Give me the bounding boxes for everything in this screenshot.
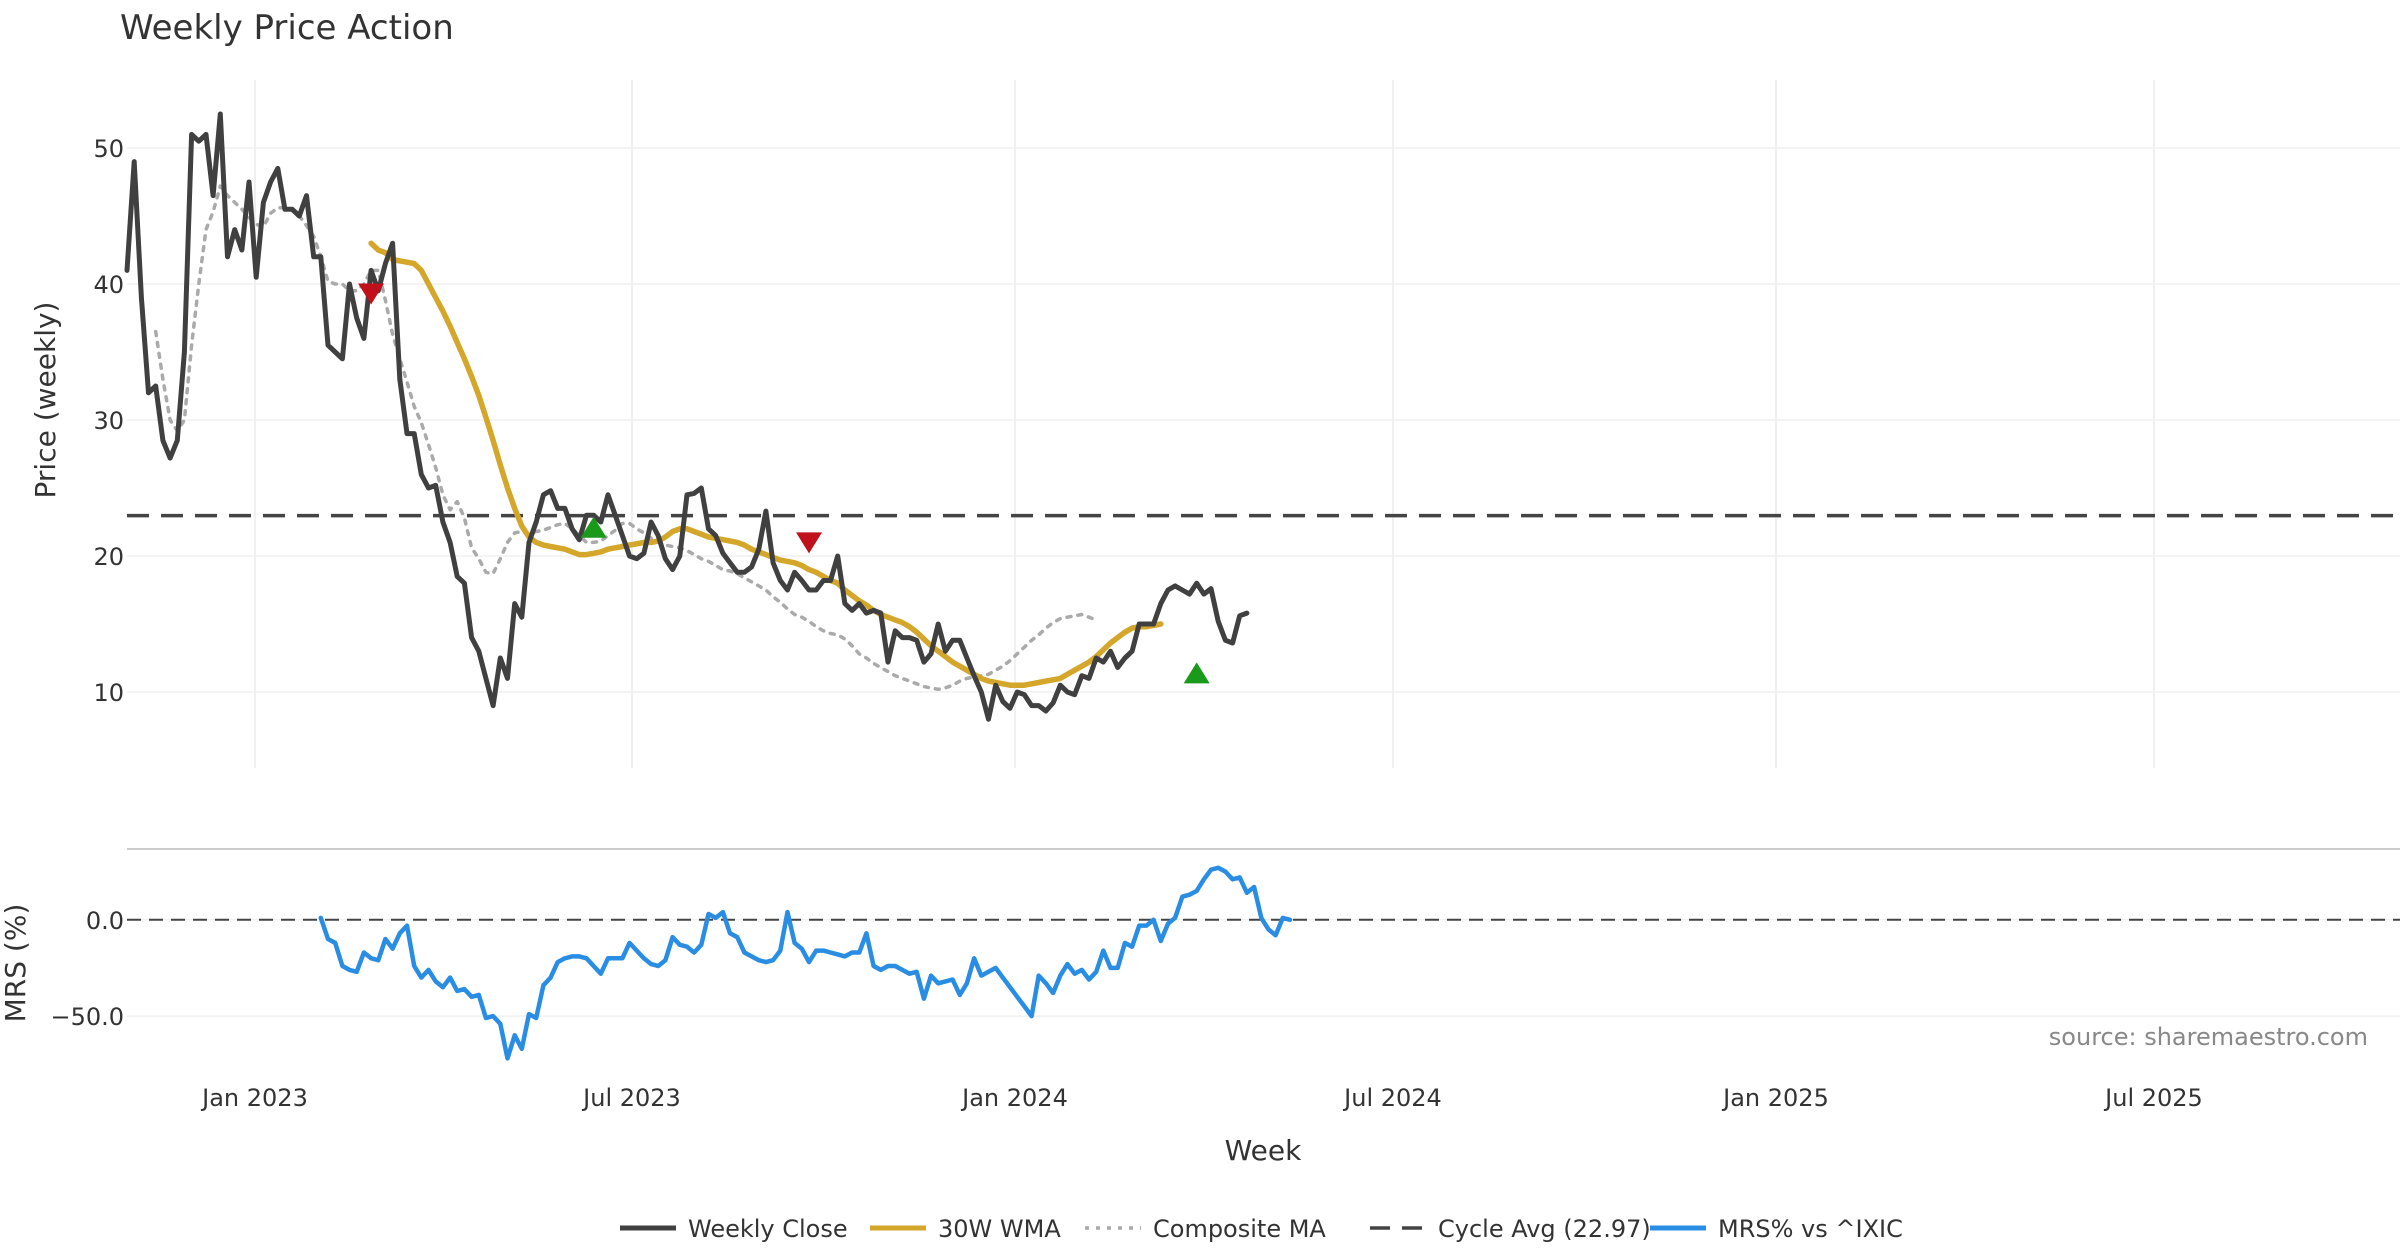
wma-30w-line (368, 240, 1164, 688)
price-y-tick-label: 20 (93, 543, 124, 571)
price-y-axis-label: Price (weekly) (29, 302, 62, 499)
price-y-tick-label: 50 (93, 135, 124, 163)
mrs-y-tick-label: −50.0 (50, 1003, 124, 1031)
mrs-y-tick-label: 0.0 (86, 907, 124, 935)
source-note: source: sharemaestro.com (2049, 1023, 2368, 1051)
price-y-tick-label: 10 (93, 679, 124, 707)
price-y-tick-label: 30 (93, 407, 124, 435)
composite-ma-line (153, 184, 1098, 692)
mrs-y-axis-label: MRS (%) (0, 904, 32, 1023)
mrs-y-ticks: 0.0 −50.0 (50, 907, 124, 1031)
mrs-y-grid (127, 919, 2400, 1017)
buy-signal-marker (1183, 662, 1210, 684)
x-gridlines (254, 80, 2155, 768)
legend: Weekly Close 30W WMA Composite MA Cycle Avg… (620, 1215, 1903, 1243)
price-y-tick-label: 40 (93, 271, 124, 299)
legend-label: Cycle Avg (22.97) (1438, 1215, 1651, 1243)
x-tick-labels: Jan 2023 Jul 2023 Jan 2024 Jul 2024 Jan 2025… (200, 1084, 2203, 1112)
mrs-series (127, 865, 2400, 1061)
mrs-line (318, 865, 1293, 1061)
buy-signal-marker (580, 516, 607, 538)
x-tick-label: Jan 2023 (200, 1084, 308, 1112)
signal-markers (358, 283, 1210, 684)
price-y-grid (127, 147, 2400, 693)
legend-label: MRS% vs ^IXIC (1718, 1215, 1903, 1243)
x-tick-label: Jul 2025 (2103, 1084, 2203, 1112)
x-tick-label: Jan 2024 (960, 1084, 1068, 1112)
weekly-close-line (124, 111, 1250, 722)
price-y-ticks: 10 20 30 40 50 (93, 135, 124, 707)
legend-label: Weekly Close (688, 1215, 848, 1243)
legend-label: Composite MA (1153, 1215, 1326, 1243)
chart-title: Weekly Price Action (120, 8, 454, 48)
x-tick-label: Jul 2023 (581, 1084, 681, 1112)
price-series (124, 111, 2400, 722)
legend-label: 30W WMA (938, 1215, 1061, 1243)
x-tick-label: Jan 2025 (1721, 1084, 1829, 1112)
sell-signal-marker (796, 532, 823, 554)
x-axis-label: Week (1225, 1134, 1302, 1167)
sell-signal-marker (358, 283, 385, 305)
x-tick-label: Jul 2024 (1342, 1084, 1442, 1112)
